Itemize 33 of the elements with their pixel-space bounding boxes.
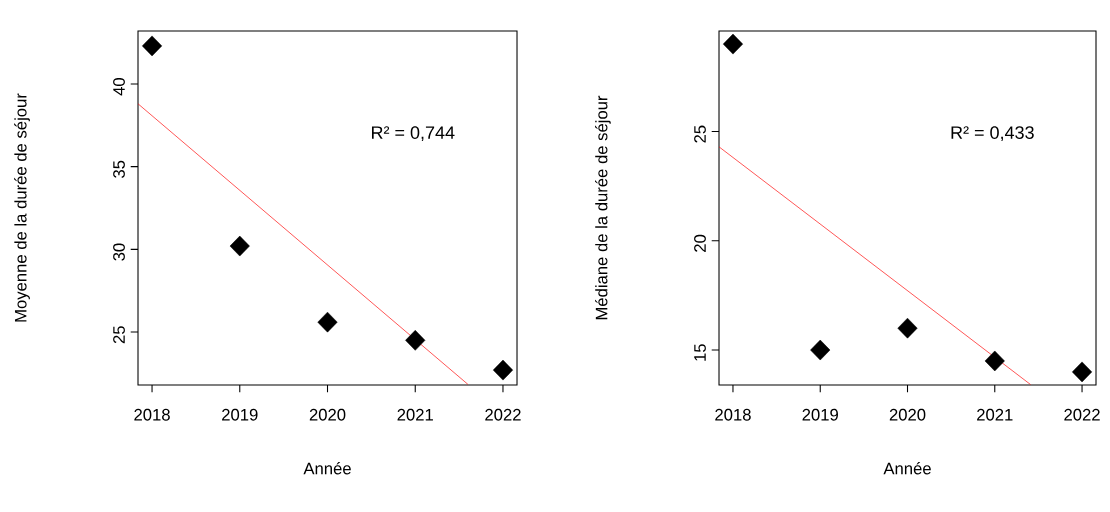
point <box>142 35 163 57</box>
y-tick-label: 35 <box>113 160 125 178</box>
y-tick-label: 25 <box>694 125 706 143</box>
x-tick-label: 2020 <box>309 408 346 421</box>
y-tick-label: 25 <box>113 326 125 344</box>
x-tick-label: 2018 <box>134 408 170 421</box>
point <box>229 235 250 257</box>
y-tick-label: 15 <box>694 344 706 361</box>
x-tick-label: 2022 <box>1064 408 1100 421</box>
x-axis-title: Année <box>883 461 931 475</box>
x-tick-label: 2021 <box>977 408 1013 421</box>
y-tick-label: 40 <box>113 77 125 96</box>
y-tick-label: 30 <box>113 243 125 261</box>
x-tick-label: 2019 <box>222 408 258 421</box>
annotation: R² = 0,744 <box>371 126 455 142</box>
y-tick-label: 20 <box>694 234 706 252</box>
y-axis-title: Médiane de la durée de séjour <box>595 95 611 320</box>
x-tick-label: 2020 <box>889 408 926 421</box>
x-axis-title: Année <box>303 461 351 475</box>
annotation: R² = 0,433 <box>951 126 1034 142</box>
point <box>317 311 338 333</box>
point <box>984 350 1005 372</box>
point <box>492 359 513 381</box>
x-tick-label: 2022 <box>485 408 521 421</box>
x-tick-label: 2019 <box>802 408 838 421</box>
x-tick-label: 2018 <box>715 408 751 421</box>
point <box>897 317 918 339</box>
x-tick-label: 2021 <box>397 408 433 421</box>
point <box>722 33 743 55</box>
point <box>1072 361 1093 383</box>
y-axis-title: Moyenne de la durée de séjour <box>14 93 30 322</box>
point <box>810 339 831 361</box>
point <box>405 330 426 351</box>
